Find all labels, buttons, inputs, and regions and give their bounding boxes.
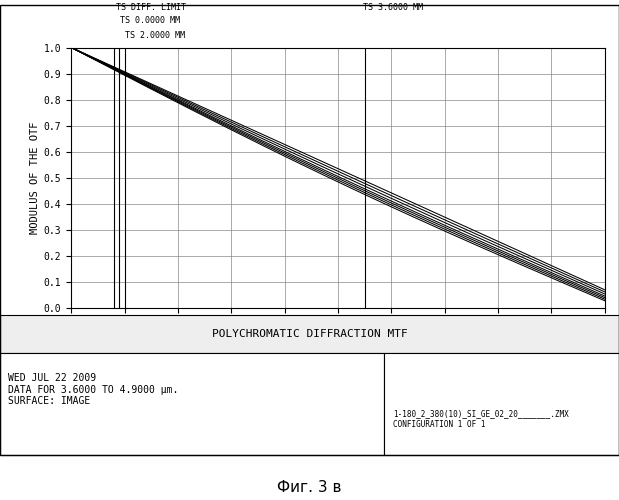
X-axis label: SPATIAL FREQUENCY IN CYCLES PER MM: SPATIAL FREQUENCY IN CYCLES PER MM	[232, 332, 444, 342]
FancyBboxPatch shape	[384, 352, 619, 455]
Y-axis label: MODULUS OF THE OTF: MODULUS OF THE OTF	[30, 121, 40, 234]
Text: 1-180_2_380(10)_SI_GE_02_20_______.ZMX
CONFIGURATION 1 OF 1: 1-180_2_380(10)_SI_GE_02_20_______.ZMX C…	[393, 410, 569, 429]
Text: Фиг. 3 в: Фиг. 3 в	[277, 480, 342, 495]
FancyBboxPatch shape	[0, 315, 619, 352]
Text: TS 0.0000 MM: TS 0.0000 MM	[120, 16, 180, 26]
Text: TS DIFF. LIMIT: TS DIFF. LIMIT	[116, 2, 186, 12]
Text: POLYCHROMATIC DIFFRACTION MTF: POLYCHROMATIC DIFFRACTION MTF	[212, 329, 407, 339]
Text: TS 3.6000 MM: TS 3.6000 MM	[363, 2, 423, 12]
Text: TS 2.0000 MM: TS 2.0000 MM	[125, 30, 185, 40]
Text: WED JUL 22 2009
DATA FOR 3.6000 TO 4.9000 μm.
SURFACE: IMAGE: WED JUL 22 2009 DATA FOR 3.6000 TO 4.900…	[7, 373, 178, 406]
FancyBboxPatch shape	[0, 352, 384, 455]
